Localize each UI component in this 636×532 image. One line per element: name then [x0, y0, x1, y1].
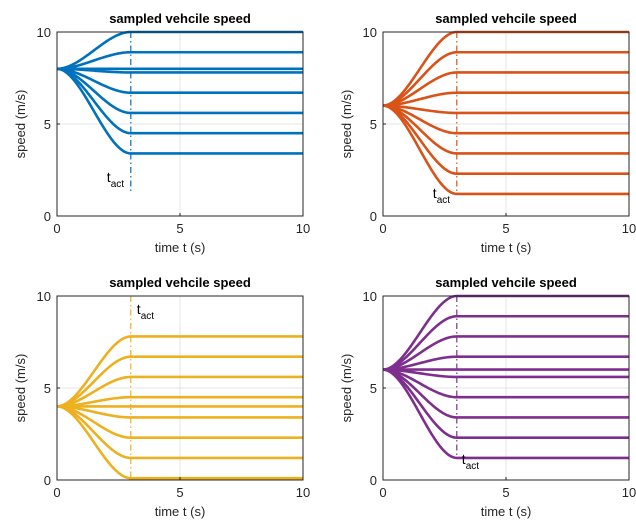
speed-series-line — [382, 104, 629, 135]
y-tick-label: 0 — [44, 473, 51, 488]
y-tick-label: 5 — [370, 117, 377, 132]
x-tick-label: 0 — [379, 485, 386, 500]
speed-series-line — [382, 91, 629, 107]
t-act-label: tact — [137, 301, 154, 322]
x-axis-label: time t (s) — [481, 504, 532, 519]
subplot-title: sampled vehcile speed — [435, 11, 577, 26]
speed-series-line — [382, 30, 629, 107]
speed-series-line — [382, 71, 629, 107]
speed-series-line — [382, 335, 629, 371]
y-tick-label: 0 — [44, 209, 51, 224]
x-tick-label: 0 — [53, 221, 60, 236]
speed-series-line — [382, 50, 629, 107]
x-tick-label: 5 — [502, 485, 509, 500]
speed-series-line — [56, 355, 303, 408]
subplot-title: sampled vehcile speed — [435, 275, 577, 290]
y-axis-label: speed (m/s) — [339, 354, 354, 423]
x-tick-label: 10 — [622, 485, 636, 500]
speed-series-line — [56, 405, 303, 439]
speed-series-line — [56, 30, 303, 71]
y-axis-label: speed (m/s) — [13, 90, 28, 159]
speed-series-line — [56, 405, 303, 419]
speed-series-line — [382, 368, 629, 460]
x-tick-label: 10 — [622, 221, 636, 236]
speed-series-line — [56, 67, 303, 74]
speed-series-line — [382, 104, 629, 115]
x-tick-label: 10 — [296, 485, 310, 500]
y-tick-label: 10 — [37, 25, 51, 40]
x-axis-label: time t (s) — [155, 240, 206, 255]
y-tick-label: 0 — [370, 473, 377, 488]
subplot-title: sampled vehcile speed — [109, 275, 251, 290]
x-tick-label: 0 — [53, 485, 60, 500]
y-tick-label: 5 — [370, 381, 377, 396]
x-tick-label: 10 — [296, 221, 310, 236]
speed-series-line — [382, 368, 629, 399]
y-tick-label: 10 — [37, 289, 51, 304]
speed-series-line — [56, 375, 303, 408]
y-axis-label: speed (m/s) — [339, 90, 354, 159]
x-tick-label: 0 — [379, 221, 386, 236]
speed-series-line — [382, 314, 629, 371]
speed-series-line — [56, 67, 303, 95]
subplot-2: tact 0 5 10 0 5 10 sampled vehcile speed time t … — [339, 11, 636, 255]
x-tick-label: 5 — [176, 221, 183, 236]
subplot-title: sampled vehcile speed — [109, 11, 251, 26]
subplot-1: tact 0 5 10 0 5 10 sampled vehcile speed time t … — [13, 11, 310, 255]
y-tick-label: 10 — [363, 25, 377, 40]
subplot-3: tact 0 5 10 0 5 10 sampled vehcile speed time t … — [13, 275, 310, 519]
t-act-label: tact — [107, 169, 124, 190]
y-tick-label: 10 — [363, 289, 377, 304]
x-tick-label: 5 — [502, 221, 509, 236]
subplot-4: tact 0 5 10 0 5 10 sampled vehcile speed time t … — [339, 275, 636, 519]
t-act-label: tact — [462, 451, 479, 472]
y-axis-label: speed (m/s) — [13, 354, 28, 423]
y-tick-label: 5 — [44, 381, 51, 396]
x-axis-label: time t (s) — [155, 504, 206, 519]
speed-series-line — [56, 405, 303, 480]
speed-series-line — [382, 294, 629, 371]
y-tick-label: 0 — [370, 209, 377, 224]
x-axis-label: time t (s) — [481, 240, 532, 255]
speed-series-line — [56, 335, 303, 408]
speed-series-line — [382, 368, 629, 379]
speed-series-line — [56, 67, 303, 155]
x-tick-label: 5 — [176, 485, 183, 500]
t-act-label: tact — [433, 185, 450, 206]
speed-series-line — [382, 104, 629, 196]
y-tick-label: 5 — [44, 117, 51, 132]
